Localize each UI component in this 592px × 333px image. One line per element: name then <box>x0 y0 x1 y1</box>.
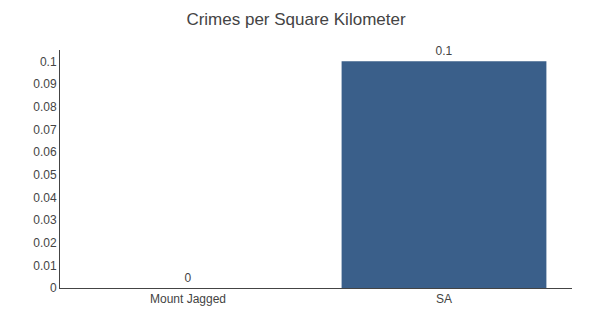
svg-text:0.05: 0.05 <box>33 168 57 182</box>
svg-text:Crimes per Square Kilometer: Crimes per Square Kilometer <box>186 10 406 29</box>
svg-text:Mount Jagged: Mount Jagged <box>150 292 226 306</box>
svg-text:0.02: 0.02 <box>33 236 57 250</box>
svg-text:0.06: 0.06 <box>33 145 57 159</box>
svg-text:0.08: 0.08 <box>33 100 57 114</box>
svg-text:0: 0 <box>185 271 192 285</box>
svg-text:0.03: 0.03 <box>33 213 57 227</box>
svg-text:0.01: 0.01 <box>33 259 57 273</box>
svg-text:0.1: 0.1 <box>40 55 57 69</box>
svg-text:0.07: 0.07 <box>33 123 57 137</box>
svg-text:0.04: 0.04 <box>33 191 57 205</box>
svg-text:0.1: 0.1 <box>435 44 452 58</box>
svg-text:0.09: 0.09 <box>33 77 57 91</box>
svg-text:0: 0 <box>50 281 57 295</box>
svg-text:SA: SA <box>436 292 452 306</box>
